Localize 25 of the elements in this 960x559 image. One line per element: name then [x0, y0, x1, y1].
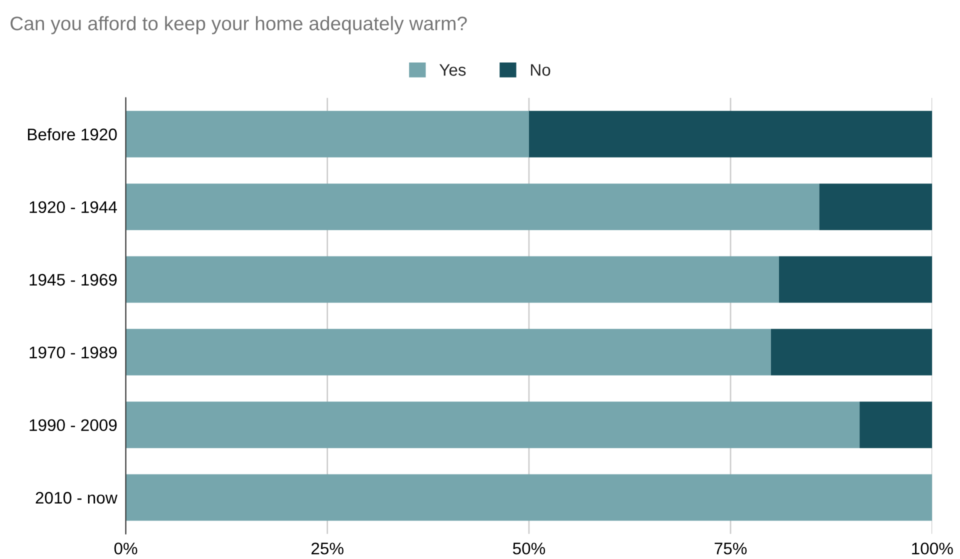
y-tick-label: 1920 - 1944 — [30, 201, 117, 214]
bar — [126, 474, 932, 521]
x-tick-label: 0% — [114, 542, 138, 554]
y-tick-label: 2010 - now — [36, 492, 118, 504]
x-tick-label: 25% — [312, 542, 344, 554]
bar — [860, 402, 932, 448]
y-tick-label: Before 1920 — [28, 128, 117, 140]
bar — [126, 184, 820, 230]
bar — [126, 110, 529, 158]
y-tick-label: 1945 - 1969 — [30, 274, 117, 286]
x-tick-label: 100% — [912, 542, 953, 554]
bar — [778, 256, 932, 303]
x-tick-label: 75% — [714, 542, 747, 554]
bar — [528, 110, 932, 158]
legend-label: No — [530, 64, 550, 76]
x-tick-label: 50% — [512, 542, 546, 554]
y-tick-label: 1970 - 1989 — [30, 346, 117, 358]
y-tick-label: 1990 - 2009 — [30, 419, 117, 432]
legend-label: Yes — [439, 64, 466, 76]
bar — [819, 184, 932, 230]
bar — [770, 328, 932, 376]
bar — [126, 402, 860, 448]
chart-title: Can you afford to keep your home adequately warm? — [10, 16, 467, 34]
bar — [126, 256, 779, 303]
bar — [126, 328, 771, 376]
